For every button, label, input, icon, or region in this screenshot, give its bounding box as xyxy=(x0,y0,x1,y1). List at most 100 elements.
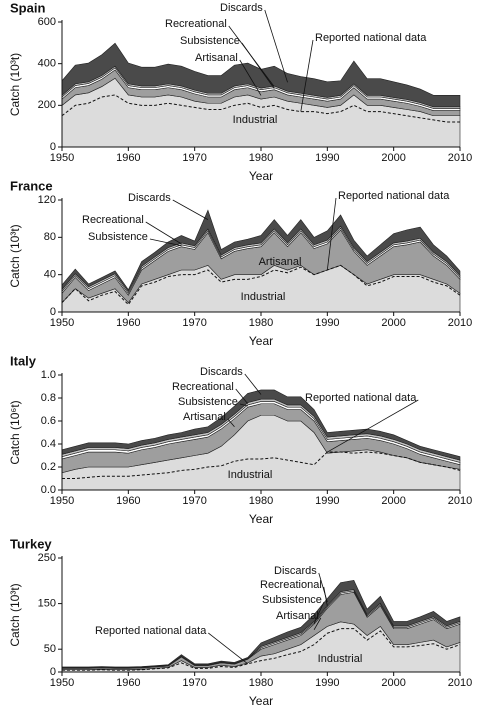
x-tick-label: 2010 xyxy=(448,317,472,329)
panel-title: Spain xyxy=(10,0,45,15)
leader-line xyxy=(227,418,235,428)
y-tick-label: 0 xyxy=(50,141,56,153)
reported-line xyxy=(62,451,461,479)
x-tick-label: 2010 xyxy=(448,152,472,164)
x-tick-label: 2000 xyxy=(381,152,405,164)
area-discards xyxy=(61,389,461,461)
x-tick-label: 1960 xyxy=(116,152,140,164)
y-tick-label: 0.4 xyxy=(41,438,56,450)
series-label: Discards xyxy=(128,192,171,204)
series-label: Subsistence xyxy=(262,594,322,606)
y-tick-label: 0.0 xyxy=(41,484,56,496)
panel-title: France xyxy=(10,178,53,193)
x-tick-label: 1950 xyxy=(50,677,74,689)
series-label: Artisanal xyxy=(276,610,319,622)
y-axis-label: Catch (10³t) xyxy=(8,583,22,646)
leader-line xyxy=(326,197,337,271)
x-tick-label: 1980 xyxy=(249,677,273,689)
x-axis-label: Year xyxy=(249,169,273,183)
area-discards xyxy=(61,42,461,108)
series-label: Discards xyxy=(220,2,263,14)
series-label: Recreational xyxy=(172,381,234,393)
x-tick-label: 1970 xyxy=(182,317,206,329)
x-tick-label: 1990 xyxy=(315,495,339,507)
series-label: Reported national data xyxy=(315,32,427,44)
y-tick-label: 40 xyxy=(44,269,56,281)
x-tick-label: 1950 xyxy=(50,317,74,329)
x-tick-label: 1950 xyxy=(50,152,74,164)
leader-line xyxy=(239,59,262,96)
leader-line xyxy=(313,617,322,631)
area-discards xyxy=(61,580,461,668)
x-tick-label: 1990 xyxy=(315,677,339,689)
x-tick-label: 2010 xyxy=(448,495,472,507)
panel-title: Italy xyxy=(10,353,37,368)
series-label: Recreational xyxy=(260,579,322,591)
x-tick-label: 1980 xyxy=(249,317,273,329)
leader-line xyxy=(228,25,275,88)
y-tick-label: 80 xyxy=(44,231,56,243)
x-axis-label: Year xyxy=(249,512,273,526)
series-label: Industrial xyxy=(241,291,286,303)
x-tick-label: 1960 xyxy=(116,677,140,689)
leader-line xyxy=(172,199,209,220)
leader-line xyxy=(208,632,248,665)
leader-line xyxy=(149,238,182,247)
x-tick-label: 1980 xyxy=(249,152,273,164)
leader-line xyxy=(300,39,314,112)
y-axis-label: Catch (10³t) xyxy=(8,53,22,116)
series-label: Subsistence xyxy=(88,231,148,243)
x-tick-label: 2010 xyxy=(448,677,472,689)
x-tick-label: 1970 xyxy=(182,495,206,507)
y-tick-label: 120 xyxy=(38,194,56,206)
series-label: Industrial xyxy=(233,114,278,126)
y-tick-label: 400 xyxy=(38,58,56,70)
series-label: Recreational xyxy=(165,18,227,30)
series-label: Subsistence xyxy=(178,396,238,408)
x-tick-label: 1960 xyxy=(116,317,140,329)
leader-line xyxy=(318,572,328,603)
series-label: Reported national data xyxy=(305,392,417,404)
series-label: Artisanal xyxy=(183,411,226,423)
area-discards xyxy=(61,209,461,293)
leader-line xyxy=(145,221,182,245)
x-tick-label: 1960 xyxy=(116,495,140,507)
leader-line xyxy=(327,399,419,453)
y-tick-label: 0.2 xyxy=(41,461,56,473)
y-tick-label: 0 xyxy=(50,306,56,318)
y-tick-label: 1.0 xyxy=(41,369,56,381)
series-label: Industrial xyxy=(318,653,363,665)
series-label: Artisanal xyxy=(259,256,302,268)
x-axis-label: Year xyxy=(249,694,273,708)
y-tick-label: 0.6 xyxy=(41,415,56,427)
leader-line xyxy=(244,373,262,395)
y-tick-label: 50 xyxy=(44,643,56,655)
x-tick-label: 2000 xyxy=(381,317,405,329)
x-axis-label: Year xyxy=(249,334,273,348)
leader-line xyxy=(313,601,325,624)
y-tick-label: 0.8 xyxy=(41,392,56,404)
reported-line xyxy=(62,628,461,671)
y-tick-label: 150 xyxy=(38,598,56,610)
x-tick-label: 1970 xyxy=(182,677,206,689)
series-label: Artisanal xyxy=(195,52,238,64)
reported-line xyxy=(61,94,460,123)
y-axis-label: Catch (10³t) xyxy=(8,224,22,287)
x-tick-label: 1950 xyxy=(50,495,74,507)
y-tick-label: 250 xyxy=(38,552,56,564)
y-tick-label: 200 xyxy=(38,99,56,111)
y-axis-label: Catch (10⁶t) xyxy=(8,400,22,464)
leader-line xyxy=(264,9,288,83)
x-tick-label: 1990 xyxy=(315,317,339,329)
series-label: Reported national data xyxy=(95,625,207,637)
panel-title: Turkey xyxy=(10,536,52,551)
y-tick-label: 600 xyxy=(38,16,56,28)
x-tick-label: 1990 xyxy=(315,152,339,164)
x-tick-label: 2000 xyxy=(381,495,405,507)
reported-line xyxy=(61,264,461,306)
y-tick-label: 0 xyxy=(50,666,56,678)
series-label: Discards xyxy=(200,366,243,378)
series-label: Discards xyxy=(274,565,317,577)
x-tick-label: 2000 xyxy=(381,677,405,689)
